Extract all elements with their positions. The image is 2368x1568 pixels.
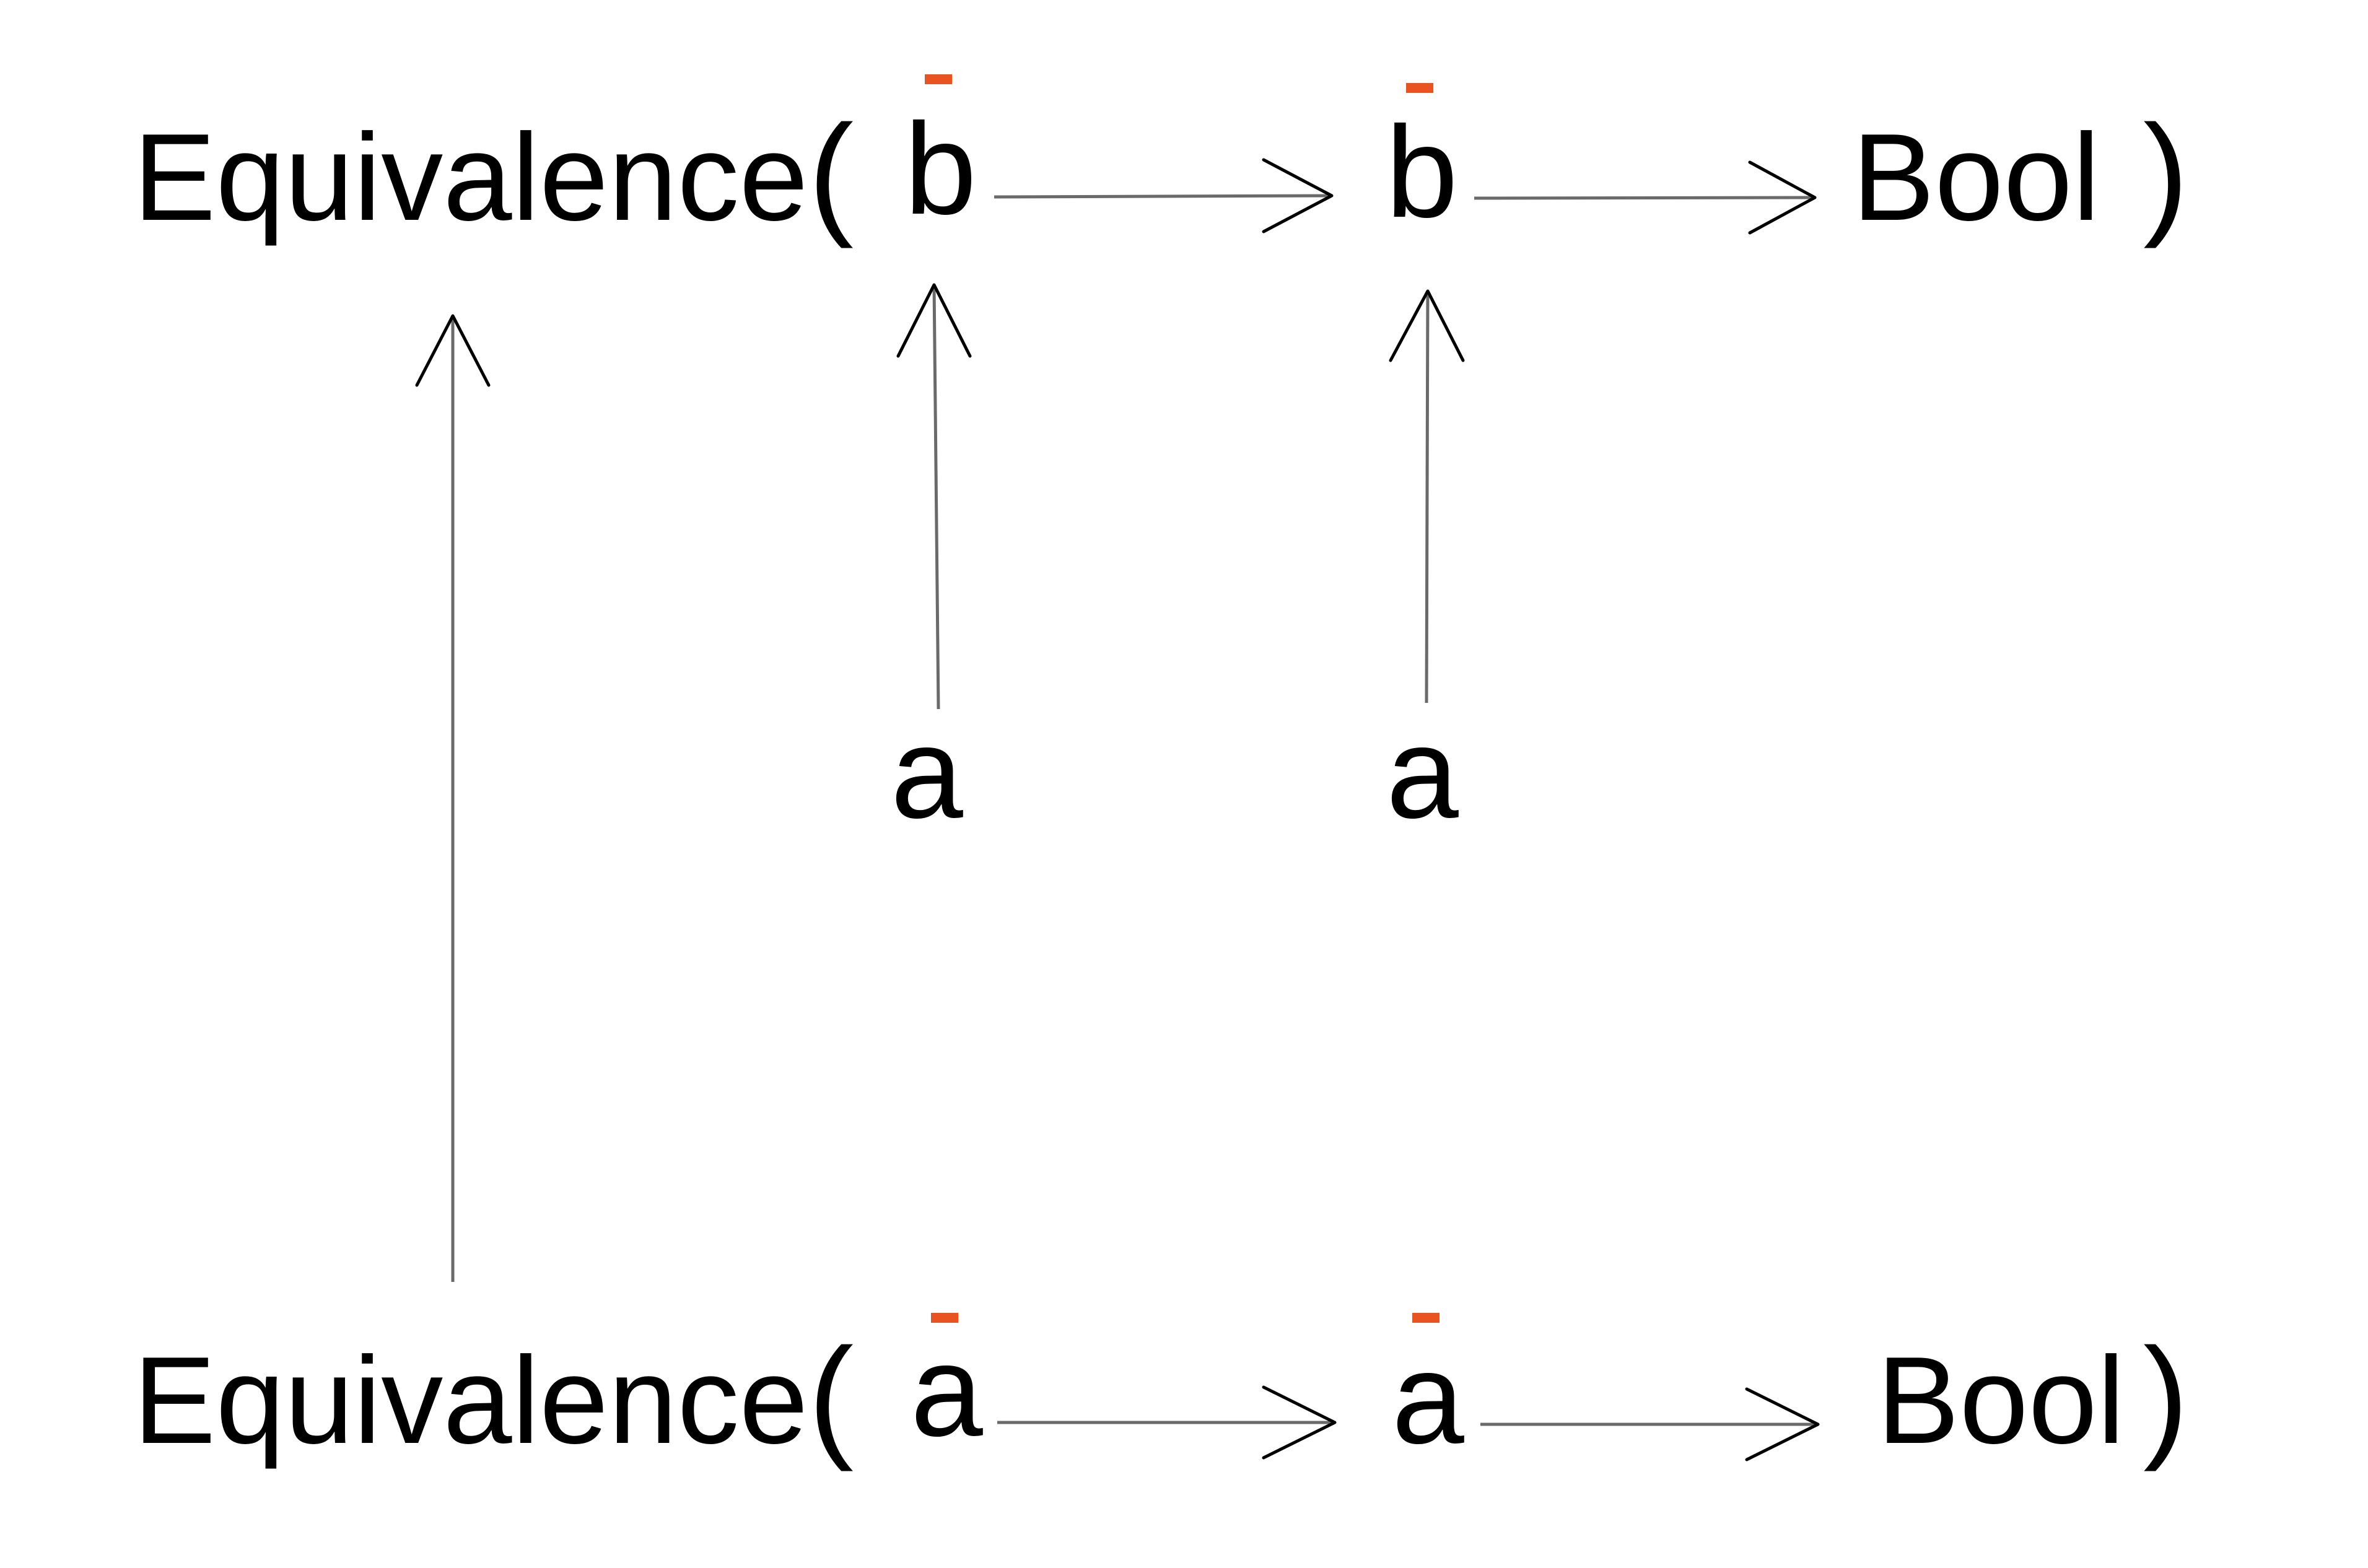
top-arrow-1-head [1262, 158, 1334, 233]
middle-left-symbol: a [891, 700, 963, 845]
middle-right-vertical-arrow-head [1389, 289, 1465, 362]
top-arrow-2-head [1748, 160, 1817, 235]
bottom-first-accent-bar [931, 1313, 958, 1323]
top-open-paren: ( [808, 97, 854, 249]
middle-right-symbol: a [1386, 700, 1459, 845]
left-vertical-arrow-head [415, 314, 491, 387]
top-first-accent-bar [925, 74, 952, 84]
top-arrow-1-shaft [994, 194, 1332, 199]
bottom-open-paren: ( [808, 1320, 854, 1472]
bottom-close-paren: ) [2143, 1320, 2188, 1472]
top-second-symbol: b [1386, 99, 1458, 245]
bottom-first-symbol: a [911, 1318, 983, 1463]
top-close-paren: ) [2143, 97, 2188, 249]
top-first-symbol: b [904, 96, 977, 242]
middle-left-vertical-arrow-shaft [932, 284, 940, 710]
middle-right-vertical-arrow-shaft [1425, 290, 1430, 703]
bottom-arrow-1-head [1262, 1385, 1337, 1460]
top-second-accent-bar [1406, 83, 1433, 93]
bottom-arrow-2-head [1745, 1387, 1820, 1461]
bottom-equivalence-label: Equivalence [133, 1331, 808, 1470]
top-bool-label: Bool [1852, 108, 2100, 246]
bottom-second-accent-bar [1412, 1313, 1440, 1323]
middle-left-vertical-arrow-head [896, 283, 972, 358]
bottom-bool-label: Bool [1877, 1331, 2125, 1470]
bottom-second-symbol: a [1392, 1325, 1464, 1471]
top-equivalence-label: Equivalence [133, 108, 808, 246]
